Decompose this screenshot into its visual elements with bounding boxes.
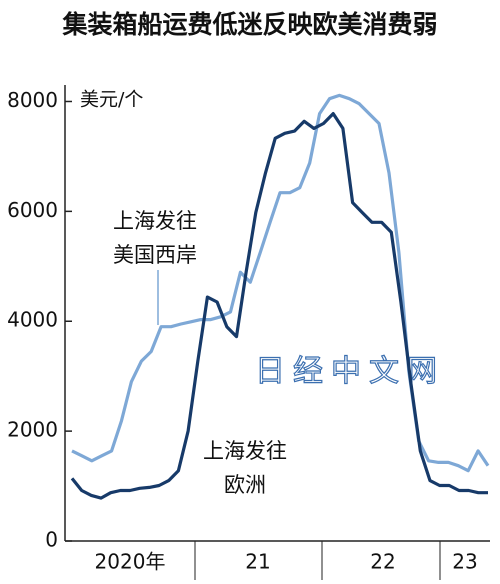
y-tick-label: 6000 [7,198,58,222]
series-label: 上海发往 [203,439,287,463]
y-tick-label: 4000 [7,308,58,332]
series-label: 上海发往 [113,209,197,233]
y-axis-label: 美元/个 [80,89,143,111]
chart-title: 集装箱船运费低迷反映欧美消费弱 [61,10,437,39]
watermark: 日经中文网 [255,354,445,389]
line [71,93,490,473]
y-tick-label: 2000 [7,418,58,442]
x-tick-label: 22 [370,550,395,574]
x-tick-label: 2020年 [95,550,166,574]
y-tick-label: 0 [45,528,58,552]
series-label: 欧洲 [224,473,266,497]
y-tick-label: 8000 [7,88,58,112]
line [70,112,488,500]
x-tick-label: 21 [245,550,270,574]
x-tick-label: 23 [452,550,477,574]
series-label: 美国西岸 [113,243,197,267]
